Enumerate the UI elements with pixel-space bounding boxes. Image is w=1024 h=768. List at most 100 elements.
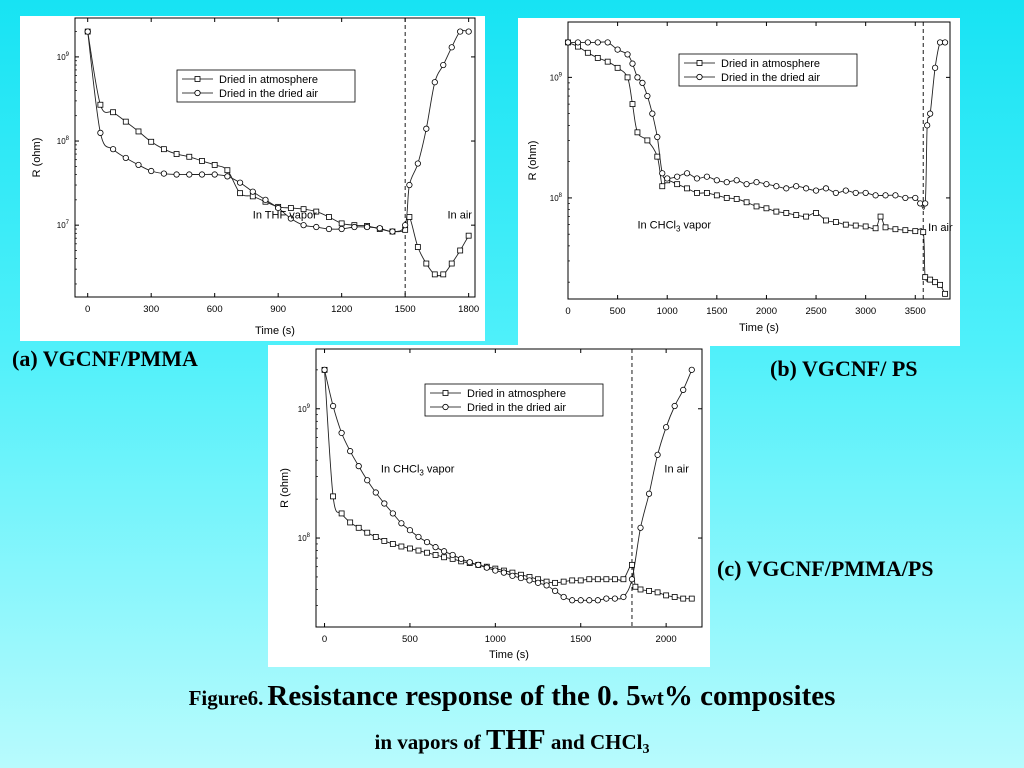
data-point-circle bbox=[249, 188, 256, 195]
data-point-square bbox=[211, 162, 218, 168]
data-point-square bbox=[414, 244, 421, 250]
data-point-square bbox=[577, 577, 584, 584]
x-tick-label: 2500 bbox=[805, 306, 826, 317]
data-point-square bbox=[912, 228, 919, 235]
data-point-square bbox=[407, 545, 413, 552]
data-point-circle bbox=[654, 451, 661, 458]
x-tick-label: 0 bbox=[85, 304, 90, 315]
data-point-square bbox=[663, 592, 670, 599]
data-point-circle bbox=[603, 595, 610, 602]
data-point-circle bbox=[406, 181, 413, 189]
x-axis-label: Time (s) bbox=[489, 649, 529, 661]
data-point-square bbox=[753, 203, 760, 210]
plot-frame bbox=[74, 17, 476, 298]
data-point-square bbox=[237, 190, 243, 197]
data-point-circle bbox=[733, 177, 740, 184]
data-point-circle bbox=[173, 171, 180, 178]
data-point-square bbox=[920, 229, 927, 236]
annotation-text: In THF vapor bbox=[253, 210, 317, 222]
x-tick-label: 1500 bbox=[706, 306, 727, 317]
data-point-square bbox=[632, 583, 639, 590]
figure-caption-line1: Figure6. Resistance response of the 0. 5… bbox=[0, 680, 1024, 713]
data-point-square bbox=[680, 595, 687, 602]
data-point-square bbox=[313, 208, 320, 215]
data-point-square bbox=[594, 576, 601, 583]
data-point-square bbox=[569, 577, 576, 584]
data-point-circle bbox=[611, 595, 618, 602]
chart-a-label: (a) VGCNF/PMMA bbox=[12, 346, 198, 371]
data-point-square bbox=[654, 153, 661, 160]
x-tick-label: 500 bbox=[610, 306, 626, 317]
data-point-circle bbox=[300, 222, 307, 229]
data-point-circle bbox=[852, 189, 859, 197]
caption-line2-chcl: and CHCl bbox=[545, 730, 643, 754]
data-point-circle bbox=[148, 167, 155, 175]
data-point-square bbox=[823, 217, 829, 224]
data-point-square bbox=[614, 64, 621, 71]
data-point-square bbox=[364, 529, 371, 536]
y-tick-label: 109 bbox=[57, 52, 70, 62]
data-point-circle bbox=[492, 567, 499, 574]
legend-box bbox=[424, 383, 604, 417]
data-point-square bbox=[704, 190, 710, 196]
data-point-circle bbox=[275, 204, 282, 212]
annotation-text: In air bbox=[447, 210, 472, 222]
legend-entry-label: Dried in atmosphere bbox=[721, 58, 820, 70]
data-point-circle bbox=[287, 215, 294, 222]
data-point-square bbox=[892, 226, 899, 233]
data-point-circle bbox=[584, 39, 591, 46]
data-point-square bbox=[877, 213, 884, 220]
data-point-circle bbox=[465, 28, 472, 35]
data-point-square bbox=[604, 58, 611, 65]
x-tick-label: 1200 bbox=[331, 304, 352, 315]
data-point-square bbox=[922, 274, 929, 281]
data-point-square bbox=[684, 185, 690, 192]
data-point-circle bbox=[398, 520, 405, 527]
data-point-square bbox=[674, 181, 681, 188]
data-point-circle bbox=[122, 154, 129, 162]
data-point-circle bbox=[500, 569, 507, 576]
y-tick-label: 108 bbox=[298, 533, 311, 543]
data-point-square bbox=[148, 138, 155, 145]
data-point-square bbox=[330, 493, 336, 500]
data-point-circle bbox=[517, 574, 525, 582]
data-point-square bbox=[389, 541, 396, 547]
data-point-square bbox=[634, 129, 641, 136]
data-point-square bbox=[338, 510, 345, 517]
data-point-square bbox=[637, 586, 644, 593]
data-point-square bbox=[937, 281, 943, 288]
data-point-circle bbox=[753, 179, 760, 186]
data-point-square bbox=[882, 224, 889, 231]
y-tick-label: 108 bbox=[57, 136, 70, 146]
data-point-square bbox=[186, 153, 193, 160]
figure-caption-line2: in vapors of THF and CHCl3 bbox=[0, 724, 1024, 758]
data-point-circle bbox=[351, 223, 358, 231]
data-point-square bbox=[441, 554, 447, 561]
data-point-circle bbox=[680, 386, 687, 393]
data-point-circle bbox=[922, 200, 929, 207]
data-point-circle bbox=[329, 402, 337, 410]
data-point-circle bbox=[475, 561, 482, 568]
data-point-circle bbox=[743, 181, 750, 188]
data-point-circle bbox=[803, 185, 810, 192]
data-point-square bbox=[287, 205, 294, 211]
data-point-circle bbox=[449, 551, 456, 559]
data-point-circle bbox=[932, 64, 939, 71]
x-tick-label: 3500 bbox=[905, 306, 926, 317]
data-point-circle bbox=[423, 125, 430, 132]
data-point-circle bbox=[664, 175, 671, 182]
data-point-square bbox=[448, 260, 455, 267]
data-point-square bbox=[135, 128, 142, 135]
data-point-circle bbox=[688, 366, 695, 373]
data-point-circle bbox=[577, 597, 584, 604]
data-point-square bbox=[629, 561, 635, 568]
data-point-square bbox=[300, 206, 307, 213]
chart-b-plot: 0 500 1000 1500 2000 2500 3000 3500 108 109 Time (… bbox=[527, 21, 953, 334]
data-point-square bbox=[381, 538, 388, 544]
legend-marker-circle bbox=[194, 89, 201, 97]
data-point-circle bbox=[832, 189, 839, 197]
data-point-square bbox=[594, 55, 601, 61]
y-axis-label: R (ohm) bbox=[279, 468, 291, 508]
y-tick-label: 107 bbox=[57, 220, 70, 230]
chart-c-plot: 0 500 1000 1500 2000 108 109 Time (s) R (ohm) In … bbox=[279, 348, 703, 661]
